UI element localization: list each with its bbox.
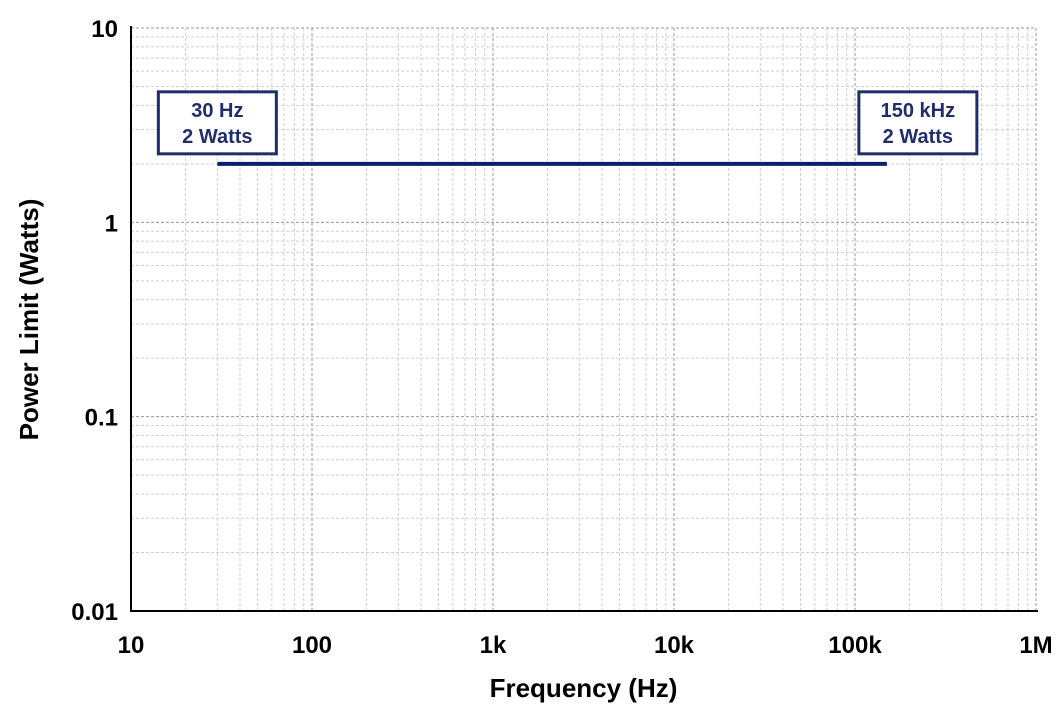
callout-text: 2 Watts [883, 126, 953, 148]
callout-box [156, 90, 278, 156]
minor-grid [131, 28, 1036, 611]
callout-group: 30 Hz 2 Watts 150 kHz 2 Watts [156, 90, 979, 156]
x-tick-label: 1M [1019, 632, 1052, 659]
x-axis-title: Frequency (Hz) [490, 673, 678, 703]
y-tick-label: 0.1 [85, 405, 118, 432]
axes [130, 26, 1038, 612]
y-tick-label: 0.01 [71, 599, 118, 626]
x-tick-label: 10 [118, 632, 145, 659]
y-tick-label: 10 [91, 16, 118, 43]
callout-box [857, 90, 979, 156]
callout-text: 30 Hz [191, 100, 243, 122]
tick-labels: 10 100 1k 10k 100k 1M 10 1 0.1 0.01 [71, 16, 1052, 659]
x-tick-label: 100k [828, 632, 882, 659]
y-tick-label: 1 [105, 210, 118, 237]
x-tick-label: 10k [654, 632, 695, 659]
y-axis-title: Power Limit (Watts) [14, 199, 44, 441]
callout-text: 150 kHz [881, 100, 956, 122]
x-tick-label: 1k [480, 632, 507, 659]
callout-text: 2 Watts [182, 126, 252, 148]
x-tick-label: 100 [292, 632, 332, 659]
